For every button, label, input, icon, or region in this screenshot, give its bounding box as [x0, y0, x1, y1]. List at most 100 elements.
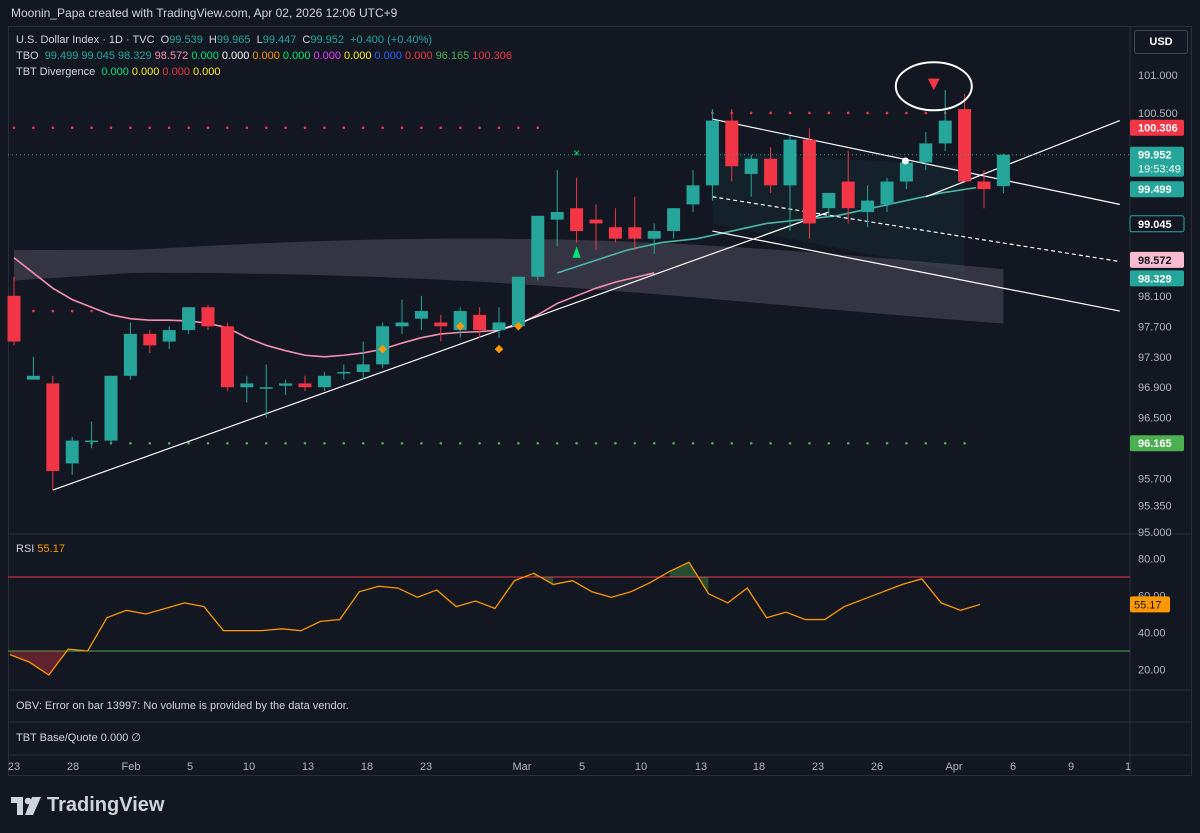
candle-body[interactable] — [162, 330, 176, 342]
candle-body[interactable] — [395, 322, 409, 327]
candle-body[interactable] — [647, 231, 661, 239]
candle-body[interactable] — [996, 154, 1010, 187]
teal-moving-average[interactable] — [556, 186, 977, 274]
candle-body[interactable] — [841, 181, 855, 209]
candle-body[interactable] — [725, 120, 739, 167]
candle-body[interactable] — [764, 158, 778, 186]
tbt-divergence-name[interactable]: TBT Divergence — [16, 66, 96, 78]
candle-body[interactable] — [201, 307, 215, 327]
candle-body[interactable] — [337, 372, 351, 374]
candle-body[interactable] — [919, 143, 933, 163]
candle-body[interactable] — [182, 307, 196, 331]
price-badge[interactable] — [1130, 435, 1184, 452]
candle-body[interactable] — [143, 333, 157, 346]
candle-body[interactable] — [977, 181, 991, 190]
rising-trendline[interactable] — [52, 211, 830, 491]
candle-body[interactable] — [822, 192, 836, 209]
breakout-line[interactable] — [925, 120, 1121, 198]
candle-body[interactable] — [317, 375, 331, 388]
price-badge[interactable] — [1130, 146, 1184, 177]
highlight-circle — [894, 61, 973, 112]
channel-upper-line[interactable] — [712, 118, 1120, 205]
rsi-line[interactable] — [9, 561, 981, 676]
price-badge[interactable] — [1129, 215, 1185, 233]
candle-body[interactable] — [570, 208, 584, 232]
tradingview-logo[interactable]: TradingView — [11, 794, 164, 817]
candle-body[interactable] — [298, 383, 312, 388]
candle-body[interactable] — [414, 311, 428, 319]
candle-body[interactable] — [938, 120, 952, 144]
tbt-base-quote-name[interactable]: TBT Base/Quote — [16, 732, 98, 744]
candle-body[interactable] — [783, 139, 797, 186]
support-dot — [614, 441, 617, 445]
candle-body[interactable] — [220, 326, 234, 388]
time-tick-label: 13 — [695, 761, 707, 773]
support-dot — [924, 441, 928, 445]
candle-body[interactable] — [26, 375, 40, 380]
tbo-value: 100.306 — [472, 50, 512, 62]
candle-body[interactable] — [608, 227, 622, 239]
candle-body[interactable] — [628, 227, 642, 239]
candle-body[interactable] — [861, 200, 875, 212]
candle-body[interactable] — [550, 212, 564, 220]
resistance-dot — [12, 126, 16, 130]
channel-lower-line[interactable] — [712, 230, 1120, 312]
price-badge[interactable] — [1130, 270, 1184, 287]
candle-body[interactable] — [802, 139, 816, 224]
resistance-dot — [70, 309, 74, 313]
diamond-marker — [378, 344, 387, 354]
candle-body[interactable] — [46, 383, 60, 472]
rsi-tick-label: 80.00 — [1138, 554, 1166, 566]
resistance-dot — [323, 126, 326, 130]
support-dot — [264, 441, 268, 445]
price-badge[interactable] — [1130, 251, 1184, 268]
candle-body[interactable] — [686, 185, 700, 205]
candle-body[interactable] — [7, 295, 21, 342]
candle-body[interactable] — [65, 440, 79, 464]
tbo-legend[interactable]: TBO 99.499 99.045 98.329 98.572 0.000 0.000 0.… — [16, 50, 515, 62]
candle-body[interactable] — [279, 383, 293, 386]
candle-body[interactable] — [899, 162, 913, 182]
candle-body[interactable] — [123, 333, 137, 376]
tbo-value: 0.000 — [405, 50, 433, 62]
candle-body[interactable] — [259, 387, 273, 389]
price-badge[interactable] — [1130, 119, 1184, 136]
candle-body[interactable] — [531, 215, 545, 277]
candle-body[interactable] — [104, 375, 118, 441]
price-badge[interactable] — [1130, 181, 1184, 198]
tbo-name[interactable]: TBO — [16, 50, 39, 62]
pink-moving-average[interactable] — [13, 257, 655, 358]
tbt-divergence-legend[interactable]: TBT Divergence 0.000 0.000 0.000 0.000 — [16, 66, 223, 78]
rsi-value-badge[interactable] — [1130, 596, 1170, 613]
candle-body[interactable] — [356, 364, 370, 372]
price-badge-value: 98.572 — [1138, 255, 1172, 267]
rsi-name[interactable]: RSI — [16, 543, 35, 555]
candle-body[interactable] — [511, 276, 525, 327]
time-tick-label: Feb — [122, 761, 141, 773]
candle-body[interactable] — [705, 120, 719, 186]
symbol-legend[interactable]: U.S. Dollar Index · 1D · TVC O99.539 H99… — [16, 34, 435, 46]
currency-button[interactable]: USD — [1134, 30, 1188, 54]
tbt-base-quote-suffix: ∅ — [131, 732, 141, 744]
candle-body[interactable] — [473, 314, 487, 331]
channel-mid-line[interactable] — [712, 196, 1120, 263]
candle-body[interactable] — [589, 219, 603, 224]
candle-body[interactable] — [744, 158, 758, 174]
candle-body[interactable] — [240, 383, 254, 388]
candle-body[interactable] — [492, 322, 506, 331]
rsi-legend[interactable]: RSI 55.17 — [16, 543, 65, 555]
candle-body[interactable] — [85, 440, 99, 443]
candle-body[interactable] — [434, 322, 448, 327]
open-label: O — [160, 34, 170, 46]
candle-body[interactable] — [958, 109, 972, 182]
support-dot — [361, 441, 365, 445]
symbol-name[interactable]: U.S. Dollar Index · 1D · TVC — [16, 34, 155, 46]
support-dot — [129, 441, 132, 445]
tbt-base-quote-legend[interactable]: TBT Base/Quote 0.000 ∅ — [16, 731, 141, 744]
resistance-dot — [749, 111, 753, 115]
support-dot — [749, 441, 753, 445]
resistance-dot — [788, 111, 792, 115]
candle-body[interactable] — [880, 181, 894, 205]
candle-body[interactable] — [667, 208, 681, 232]
